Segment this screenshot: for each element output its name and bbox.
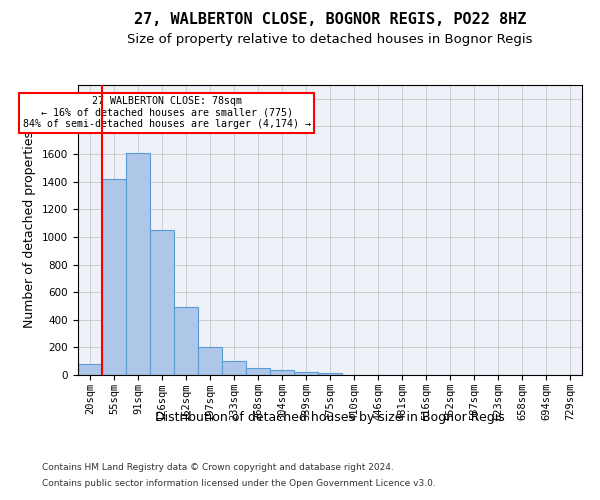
Text: 27, WALBERTON CLOSE, BOGNOR REGIS, PO22 8HZ: 27, WALBERTON CLOSE, BOGNOR REGIS, PO22 … — [134, 12, 526, 28]
Bar — [198, 346, 222, 375]
Bar — [246, 368, 270, 375]
Text: Distribution of detached houses by size in Bognor Regis: Distribution of detached houses by size … — [155, 411, 505, 424]
Text: Contains HM Land Registry data © Crown copyright and database right 2024.: Contains HM Land Registry data © Crown c… — [42, 464, 394, 472]
Text: Contains public sector information licensed under the Open Government Licence v3: Contains public sector information licen… — [42, 478, 436, 488]
Y-axis label: Number of detached properties: Number of detached properties — [23, 132, 37, 328]
Bar — [270, 370, 294, 375]
Text: Size of property relative to detached houses in Bognor Regis: Size of property relative to detached ho… — [127, 32, 533, 46]
Text: 27 WALBERTON CLOSE: 78sqm
← 16% of detached houses are smaller (775)
84% of semi: 27 WALBERTON CLOSE: 78sqm ← 16% of detac… — [23, 96, 311, 129]
Bar — [126, 152, 150, 375]
Bar — [318, 373, 342, 375]
Bar — [150, 230, 174, 375]
Bar — [222, 360, 246, 375]
Bar — [102, 179, 126, 375]
Bar — [78, 364, 102, 375]
Bar — [294, 372, 318, 375]
Bar — [174, 308, 198, 375]
